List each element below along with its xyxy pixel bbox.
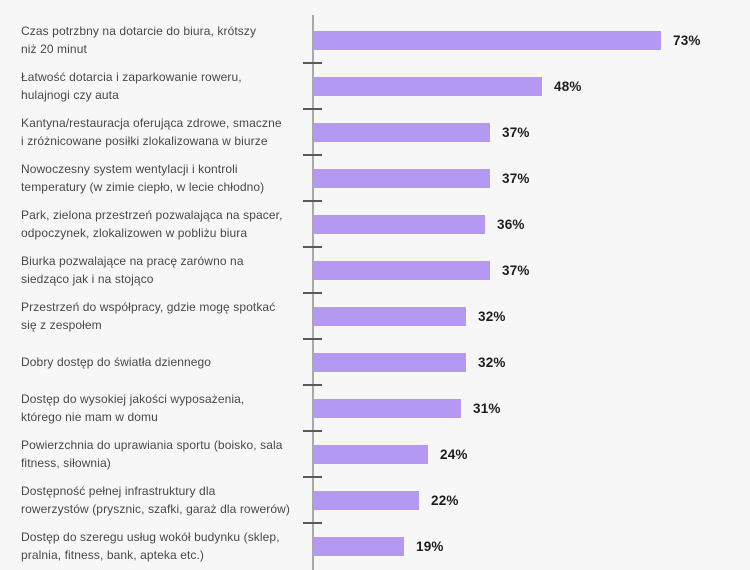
category-label-line: Przestrzeń do współpracy, gdzie mogę spo… (21, 299, 276, 314)
category-label-line: Biurka pozwalające na pracę zarówno na (21, 253, 244, 268)
axis-tick (303, 338, 322, 340)
bar-value-label: 37% (502, 262, 530, 278)
bar (314, 306, 466, 326)
category-label: Czas potrzbny na dotarcie do biura, krót… (21, 17, 305, 63)
bar-value-label: 73% (673, 32, 701, 48)
category-label-line: Dostęp do wysokiej jakości wyposażenia, (21, 391, 245, 406)
category-label-line: hulajnogi czy auta (21, 88, 119, 102)
bar (314, 536, 404, 556)
axis-tick (303, 292, 322, 294)
bar-row: Czas potrzbny na dotarcie do biura, krót… (0, 17, 750, 63)
axis-tick (303, 108, 322, 110)
bar-row: Dostęp do wysokiej jakości wyposażenia, k… (0, 385, 750, 431)
bar-row: Park, zielona przestrzeń pozwalająca na … (0, 201, 750, 247)
category-label: Biurka pozwalające na pracę zarówno na si… (21, 247, 305, 293)
category-label: Dostęp do wysokiej jakości wyposażenia, k… (21, 385, 305, 431)
category-label: Dostępność pełnej infrastruktury dla rowe… (21, 477, 305, 523)
bar (314, 398, 461, 418)
category-label-line: się z zespołem (21, 318, 102, 332)
category-label-line: którego nie mam w domu (21, 410, 158, 424)
bar-value-label: 24% (440, 446, 468, 462)
bar-row: Nowoczesny system wentylacji i kontroli t… (0, 155, 750, 201)
bar-row: Kantyna/restauracja oferująca zdrowe, sm… (0, 109, 750, 155)
category-label: Łatwość dotarcia i zaparkowanie roweru, h… (21, 63, 305, 109)
category-label-line: Park, zielona przestrzeń pozwalająca na … (21, 207, 283, 222)
axis-tick (303, 384, 322, 386)
bar-value-label: 48% (554, 78, 582, 94)
bar-value-label: 19% (416, 538, 444, 554)
bar (314, 444, 428, 464)
category-label: Przestrzeń do współpracy, gdzie mogę spo… (21, 293, 305, 339)
category-label: Dostęp do szeregu usług wokół budynku (s… (21, 523, 305, 569)
category-label-line: odpoczynek, zlokalizowen w pobliżu biura (21, 226, 248, 240)
bar (314, 214, 485, 234)
axis-tick (303, 246, 322, 248)
bar-row: Powierzchnia do uprawiania sportu (boisk… (0, 431, 750, 477)
category-label-line: Czas potrzbny na dotarcie do biura, krót… (21, 23, 257, 38)
category-label: Powierzchnia do uprawiania sportu (boisk… (21, 431, 305, 477)
category-label: Park, zielona przestrzeń pozwalająca na … (21, 201, 305, 247)
bar-row: Dostęp do szeregu usług wokół budynku (s… (0, 523, 750, 569)
category-label: Dobry dostęp do światła dziennego (21, 339, 305, 385)
bar-row: Dostępność pełnej infrastruktury dla rowe… (0, 477, 750, 523)
bar-value-label: 22% (431, 492, 459, 508)
category-label-line: fitness, siłownia) (21, 456, 111, 470)
category-label-line: Dobry dostęp do światła dziennego (21, 354, 212, 369)
bar-value-label: 37% (502, 170, 530, 186)
category-label: Kantyna/restauracja oferująca zdrowe, sm… (21, 109, 305, 155)
category-label: Nowoczesny system wentylacji i kontroli t… (21, 155, 305, 201)
category-label-line: i zróżnicowane posiłki zlokalizowana w b… (21, 134, 268, 148)
bar (314, 490, 419, 510)
axis-tick (303, 430, 322, 432)
bar-value-label: 32% (478, 308, 506, 324)
bar (314, 352, 466, 372)
category-label-line: Nowoczesny system wentylacji i kontroli (21, 161, 238, 176)
category-label-line: Kantyna/restauracja oferująca zdrowe, sm… (21, 115, 282, 130)
category-label-line: Dostępność pełnej infrastruktury dla (21, 483, 216, 498)
bar (314, 76, 542, 96)
bar-row: Dobry dostęp do światła dziennego 32% (0, 339, 750, 385)
bar-value-label: 32% (478, 354, 506, 370)
axis-tick (303, 200, 322, 202)
bar (314, 30, 661, 50)
category-label-line: siedząco jak i na stojąco (21, 272, 154, 286)
bar-value-label: 37% (502, 124, 530, 140)
bar-value-label: 36% (497, 216, 525, 232)
axis-tick (303, 154, 322, 156)
axis-tick (303, 62, 322, 64)
axis-tick (303, 522, 322, 524)
bar-row: Biurka pozwalające na pracę zarówno na si… (0, 247, 750, 293)
bar (314, 122, 490, 142)
category-label-line: Dostęp do szeregu usług wokół budynku (s… (21, 529, 280, 544)
category-label-line: Powierzchnia do uprawiania sportu (boisk… (21, 437, 283, 452)
category-label-line: pralnia, fitness, bank, apteka etc.) (21, 548, 205, 562)
category-label-line: Łatwość dotarcia i zaparkowanie roweru, (21, 69, 242, 84)
bar-row: Łatwość dotarcia i zaparkowanie roweru, h… (0, 63, 750, 109)
category-label-line: temperatury (w zimie ciepło, w lecie chł… (21, 180, 265, 194)
bar (314, 260, 490, 280)
bar-row: Przestrzeń do współpracy, gdzie mogę spo… (0, 293, 750, 339)
axis-tick (303, 476, 322, 478)
category-label-line: niż 20 minut (21, 42, 87, 56)
category-label-line: rowerzystów (prysznic, szafki, garaż dla… (21, 502, 290, 516)
bar (314, 168, 490, 188)
bar-value-label: 31% (473, 400, 501, 416)
